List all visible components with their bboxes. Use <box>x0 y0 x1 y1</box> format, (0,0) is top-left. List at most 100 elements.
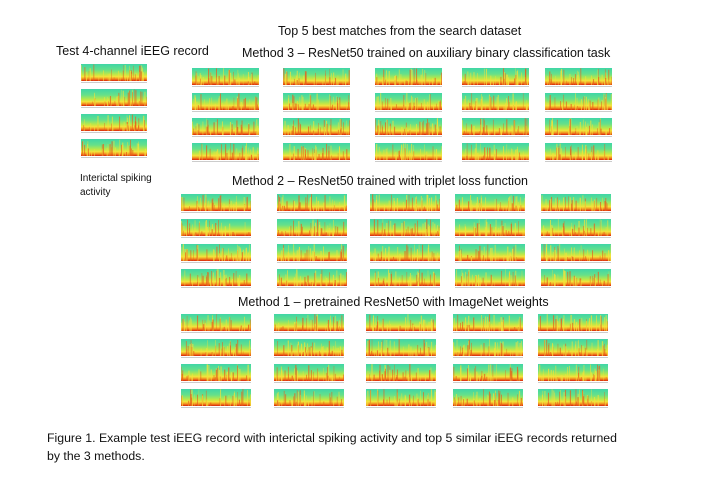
time-axis <box>277 287 347 292</box>
channel-spectrogram <box>192 143 259 160</box>
time-axis <box>455 237 525 242</box>
channel-spectrogram <box>274 364 344 381</box>
time-axis <box>541 287 611 292</box>
channel-spectrogram <box>81 139 147 156</box>
time-axis <box>366 382 436 387</box>
channel-spectrogram <box>277 194 347 211</box>
time-axis <box>277 262 347 267</box>
method-3-match-5-spectrogram <box>545 68 612 164</box>
time-axis <box>455 212 525 217</box>
time-axis <box>541 237 611 242</box>
time-axis <box>545 136 612 141</box>
channel-spectrogram <box>541 194 611 211</box>
channel-spectrogram <box>366 389 436 406</box>
time-axis <box>366 357 436 362</box>
time-axis <box>181 262 251 267</box>
time-axis <box>181 407 251 412</box>
time-axis <box>370 287 440 292</box>
time-axis <box>277 237 347 242</box>
time-axis <box>370 212 440 217</box>
method-2-match-3-spectrogram <box>370 194 440 290</box>
channel-spectrogram <box>181 339 251 356</box>
time-axis <box>366 407 436 412</box>
channel-spectrogram <box>370 219 440 236</box>
channel-spectrogram <box>181 194 251 211</box>
time-axis <box>541 212 611 217</box>
figure-caption: Figure 1. Example test iEEG record with … <box>47 429 617 465</box>
time-axis <box>181 357 251 362</box>
channel-spectrogram <box>274 389 344 406</box>
test-record-label: Test 4-channel iEEG record <box>56 44 209 58</box>
time-axis <box>538 332 608 337</box>
time-axis <box>283 136 350 141</box>
time-axis <box>462 111 529 116</box>
channel-spectrogram <box>453 314 523 331</box>
method-3-match-1-spectrogram <box>192 68 259 164</box>
channel-spectrogram <box>283 143 350 160</box>
channel-spectrogram <box>541 219 611 236</box>
time-axis <box>370 237 440 242</box>
channel-spectrogram <box>181 244 251 261</box>
channel-spectrogram <box>545 118 612 135</box>
channel-spectrogram <box>538 389 608 406</box>
method-1-match-4-spectrogram <box>453 314 523 410</box>
method-1-match-3-spectrogram <box>366 314 436 410</box>
channel-spectrogram <box>375 118 442 135</box>
channel-spectrogram <box>181 269 251 286</box>
channel-spectrogram <box>375 68 442 85</box>
channel-spectrogram <box>462 93 529 110</box>
channel-spectrogram <box>181 364 251 381</box>
time-axis <box>192 86 259 91</box>
time-axis <box>375 86 442 91</box>
channel-spectrogram <box>274 339 344 356</box>
method-3-match-3-spectrogram <box>375 68 442 164</box>
caption-line-1: Figure 1. Example test iEEG record with … <box>47 431 617 445</box>
channel-spectrogram <box>277 219 347 236</box>
channel-spectrogram <box>538 364 608 381</box>
channel-spectrogram <box>455 269 525 286</box>
channel-spectrogram <box>370 194 440 211</box>
channel-spectrogram <box>370 244 440 261</box>
time-axis <box>283 111 350 116</box>
time-axis <box>370 262 440 267</box>
method-2-match-5-spectrogram <box>541 194 611 290</box>
channel-spectrogram <box>274 314 344 331</box>
channel-spectrogram <box>462 143 529 160</box>
method-3-title: Method 3 – ResNet50 trained on auxiliary… <box>242 46 611 60</box>
time-axis <box>453 382 523 387</box>
time-axis <box>277 212 347 217</box>
time-axis <box>192 161 259 166</box>
channel-spectrogram <box>462 68 529 85</box>
time-axis <box>541 262 611 267</box>
channel-spectrogram <box>541 269 611 286</box>
channel-spectrogram <box>538 314 608 331</box>
time-axis <box>274 382 344 387</box>
method-3-match-4-spectrogram <box>462 68 529 164</box>
time-axis <box>181 237 251 242</box>
method-2-match-1-spectrogram <box>181 194 251 290</box>
time-axis <box>462 136 529 141</box>
channel-spectrogram <box>181 219 251 236</box>
time-axis <box>81 107 147 112</box>
channel-spectrogram <box>370 269 440 286</box>
channel-spectrogram <box>453 339 523 356</box>
channel-spectrogram <box>192 118 259 135</box>
time-axis <box>545 86 612 91</box>
time-axis <box>274 357 344 362</box>
channel-spectrogram <box>455 219 525 236</box>
time-axis <box>375 161 442 166</box>
channel-spectrogram <box>545 68 612 85</box>
channel-spectrogram <box>538 339 608 356</box>
time-axis <box>283 86 350 91</box>
test-annotation: Interictal spiking activity <box>80 172 152 200</box>
time-axis <box>538 357 608 362</box>
time-axis <box>192 136 259 141</box>
channel-spectrogram <box>545 143 612 160</box>
channel-spectrogram <box>455 194 525 211</box>
time-axis <box>462 86 529 91</box>
channel-spectrogram <box>81 64 147 81</box>
time-axis <box>375 111 442 116</box>
channel-spectrogram <box>366 339 436 356</box>
channel-spectrogram <box>81 89 147 106</box>
channel-spectrogram <box>455 244 525 261</box>
